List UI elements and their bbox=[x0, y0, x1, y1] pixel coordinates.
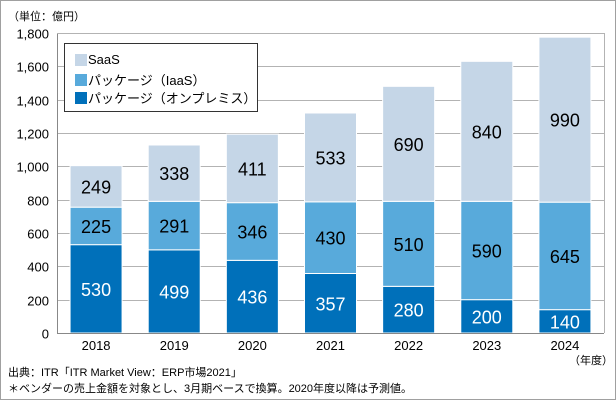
x-tick-label: 2024 bbox=[550, 338, 579, 353]
data-label: 140 bbox=[550, 312, 580, 332]
data-label: 436 bbox=[237, 288, 267, 308]
legend-item-saas: SaaS bbox=[75, 52, 120, 67]
bar-segment bbox=[304, 201, 357, 274]
bar-segment bbox=[69, 206, 123, 246]
x-axis-unit: （年度） bbox=[569, 355, 613, 367]
data-label: 990 bbox=[550, 111, 580, 131]
y-tick-label: 1,000 bbox=[16, 160, 49, 175]
data-label: 510 bbox=[394, 235, 424, 255]
y-tick-label: 800 bbox=[27, 194, 49, 209]
bar-segment bbox=[147, 144, 201, 202]
x-tick-label: 2021 bbox=[316, 338, 345, 353]
x-tick-label: 2019 bbox=[160, 338, 189, 353]
x-tick-label: 2023 bbox=[472, 338, 501, 353]
bar-segment bbox=[147, 200, 201, 251]
source-note: 出典：ITR「ITR Market View：ERP市場2021」 bbox=[8, 367, 242, 379]
y-tick-label: 1,200 bbox=[16, 127, 49, 142]
y-tick-label: 1,400 bbox=[16, 94, 49, 109]
legend: SaaS パッケージ（IaaS） パッケージ（オンプレミス） bbox=[64, 43, 258, 112]
data-label: 840 bbox=[472, 122, 502, 142]
legend-label-saas: SaaS bbox=[88, 52, 120, 67]
x-tick-label: 2020 bbox=[238, 338, 267, 353]
bar-segment bbox=[225, 133, 279, 204]
bar-segment bbox=[382, 285, 436, 334]
bar-segment bbox=[69, 244, 123, 334]
x-tick-label: 2022 bbox=[394, 338, 423, 353]
y-tick-label: 400 bbox=[27, 260, 49, 275]
bar-segment bbox=[382, 200, 436, 287]
y-tick-label: 200 bbox=[27, 294, 49, 309]
data-label: 249 bbox=[81, 177, 111, 197]
legend-item-onpremise: パッケージ（オンプレミス） bbox=[75, 88, 256, 107]
legend-item-iaas: パッケージ（IaaS） bbox=[75, 70, 205, 89]
legend-swatch-saas bbox=[75, 53, 87, 66]
data-label: 280 bbox=[394, 301, 424, 321]
bar-segment bbox=[147, 249, 201, 334]
y-tick-label: 0 bbox=[42, 327, 49, 342]
data-label: 200 bbox=[472, 307, 502, 327]
y-tick-label: 1,800 bbox=[16, 27, 49, 42]
data-label: 411 bbox=[238, 159, 267, 179]
data-label: 225 bbox=[81, 217, 111, 237]
data-label: 346 bbox=[237, 223, 267, 243]
data-label: 533 bbox=[315, 148, 345, 168]
data-label: 357 bbox=[315, 294, 345, 314]
y-tick-label: 600 bbox=[27, 227, 49, 242]
bar-segment bbox=[225, 202, 279, 261]
x-tick-label: 2018 bbox=[82, 338, 111, 353]
bar-segment bbox=[304, 112, 357, 203]
legend-swatch-onpremise bbox=[75, 91, 87, 104]
legend-label-iaas: パッケージ（IaaS） bbox=[88, 73, 206, 88]
unit-label: （単位：億円） bbox=[8, 11, 85, 23]
bar-segment bbox=[225, 259, 279, 334]
y-tick-label: 1,600 bbox=[16, 60, 49, 75]
data-label: 338 bbox=[159, 164, 189, 184]
data-label: 430 bbox=[315, 229, 345, 249]
bar-segment bbox=[538, 36, 592, 203]
data-label: 499 bbox=[159, 282, 189, 302]
data-label: 530 bbox=[81, 280, 111, 300]
legend-swatch-iaas bbox=[75, 73, 87, 86]
bar-segment bbox=[69, 165, 123, 208]
data-label: 590 bbox=[472, 242, 502, 262]
data-label: 291 bbox=[159, 217, 189, 237]
legend-label-onpremise: パッケージ（オンプレミス） bbox=[88, 91, 257, 106]
data-label: 690 bbox=[394, 135, 424, 155]
data-label: 645 bbox=[550, 247, 580, 267]
bar-segment bbox=[460, 60, 514, 202]
footnote: ＊ベンダーの売上金額を対象とし、3月期ベースで換算。2020年度以降は予測値。 bbox=[8, 383, 413, 395]
bar-segment bbox=[382, 85, 436, 202]
bar-segment bbox=[538, 201, 592, 311]
